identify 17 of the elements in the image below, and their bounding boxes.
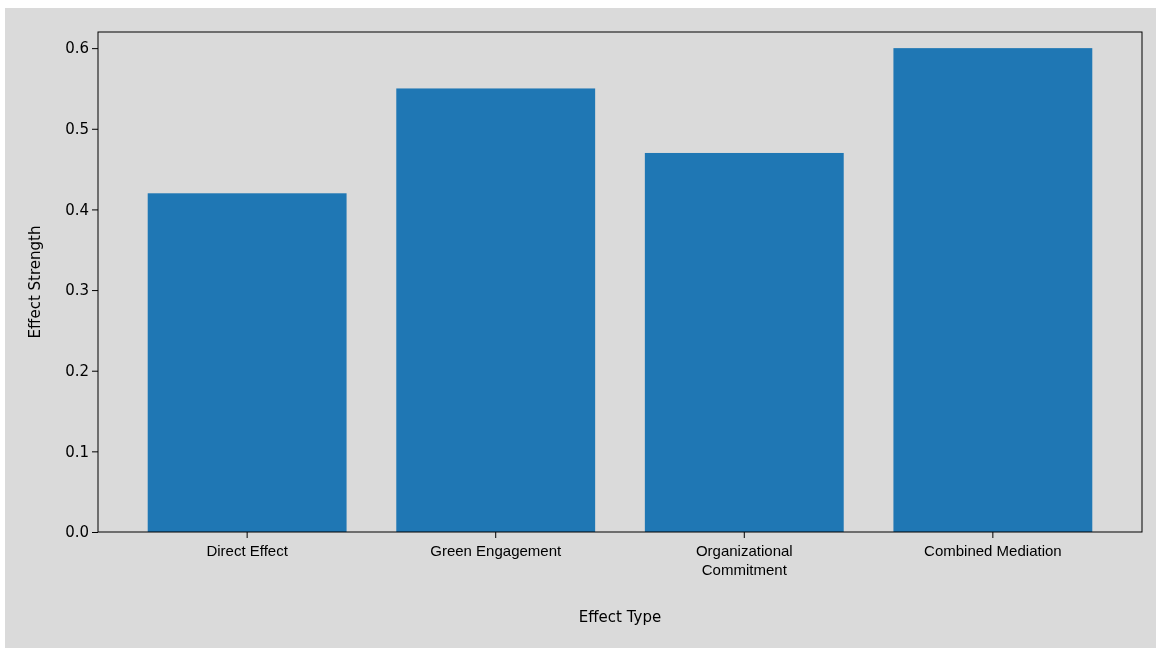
bar <box>644 152 844 532</box>
bar <box>396 88 596 532</box>
x-axis-title: Effect Type <box>578 608 662 626</box>
x-tick-label: Green Engagement <box>430 542 563 559</box>
y-tick-label: 0.2 <box>65 362 89 381</box>
y-tick-label: 0.0 <box>65 523 89 542</box>
x-tick-label: Organizational Commitment <box>695 542 793 578</box>
y-tick-label: 0.3 <box>65 281 89 300</box>
y-tick-label: 0.4 <box>65 200 89 219</box>
x-tick-label: Combined Mediation <box>924 542 1062 559</box>
y-tick-label: 0.6 <box>65 39 89 58</box>
y-axis-title: Effect Strength <box>26 225 44 339</box>
bar <box>893 48 1093 532</box>
y-tick-label: 0.5 <box>65 120 89 139</box>
bar <box>147 193 347 532</box>
x-tick-label: Direct Effect <box>206 542 289 559</box>
y-tick-label: 0.1 <box>65 442 89 461</box>
